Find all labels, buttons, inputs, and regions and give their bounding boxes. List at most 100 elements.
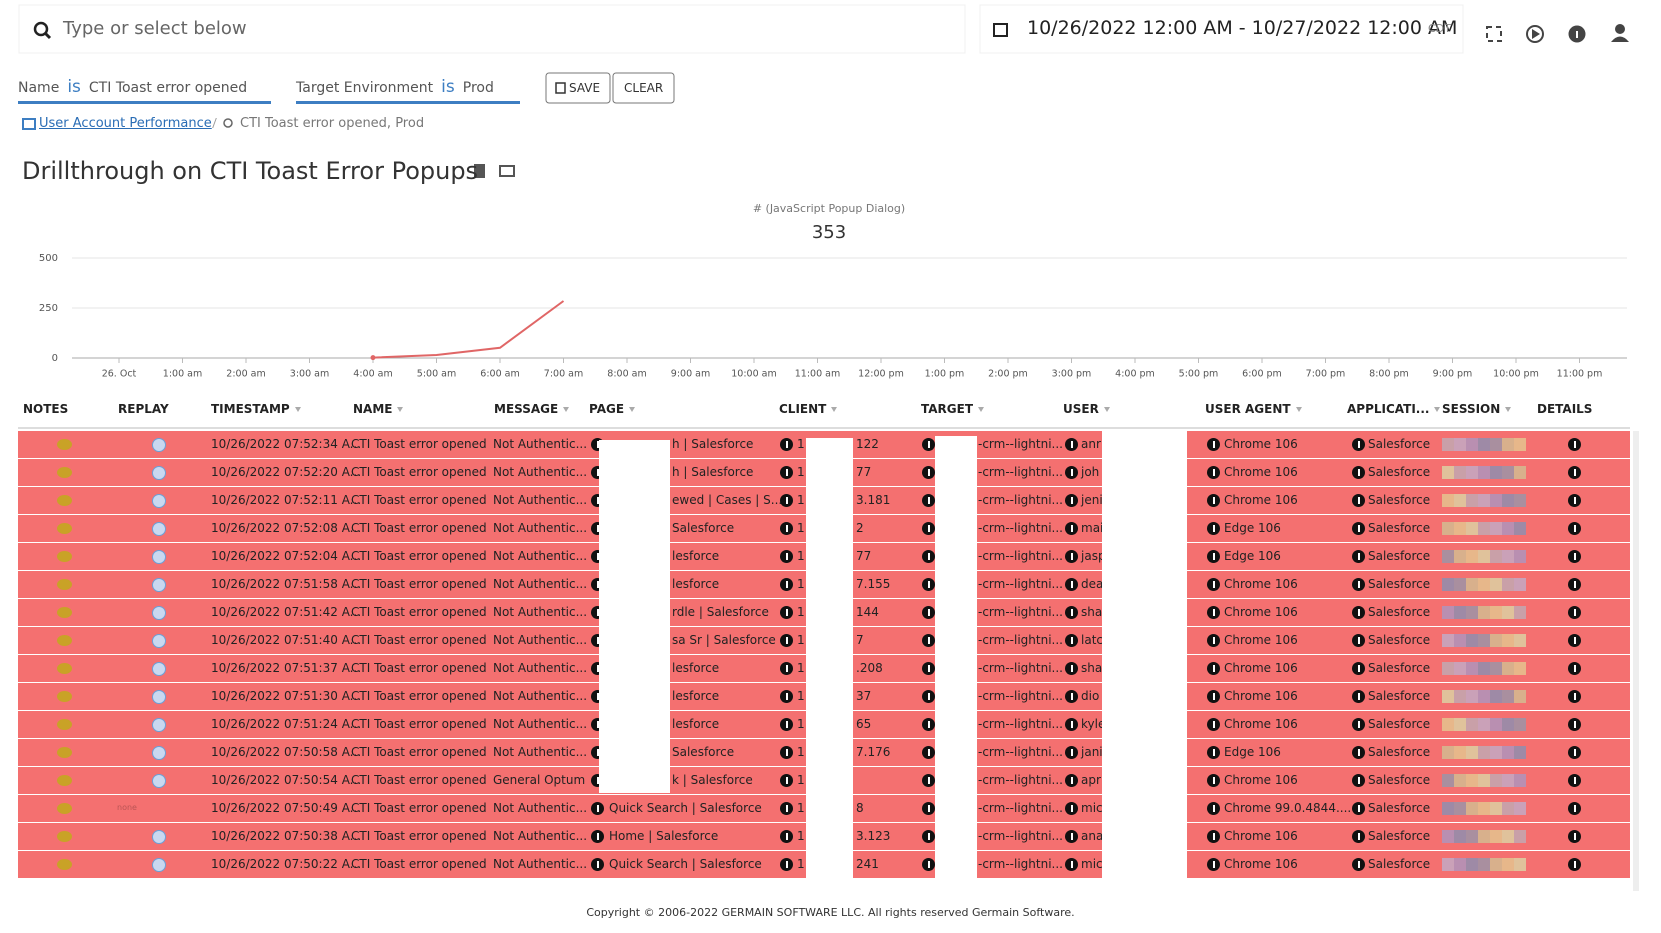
column-header[interactable]: REPLAY	[118, 402, 169, 416]
save-button[interactable]	[545, 72, 611, 104]
column-header[interactable]: TIMESTAMP	[211, 402, 301, 416]
session-block	[1502, 494, 1514, 507]
save-label[interactable]: SAVE	[569, 81, 601, 95]
column-header[interactable]: SESSION	[1442, 402, 1511, 416]
column-header[interactable]: CLIENT	[779, 402, 837, 416]
x-tick-label: 10:00 pm	[1493, 369, 1539, 380]
replay-none: none	[117, 803, 137, 812]
x-tick-label: 3:00 pm	[1052, 369, 1092, 380]
user-icon[interactable]	[1615, 24, 1625, 34]
info-icon	[1568, 690, 1581, 703]
user-agent: Edge 106	[1224, 549, 1281, 563]
client: 77	[856, 549, 872, 563]
date-range[interactable]: 10/26/2022 12:00 AM - 10/27/2022 12:00 A…	[1027, 17, 1458, 39]
x-tick-label: 2:00 am	[226, 369, 265, 380]
filter[interactable]: Name is CTI Toast error opened	[18, 77, 247, 97]
info-icon	[780, 634, 793, 647]
note-icon[interactable]	[57, 719, 72, 730]
user: joh	[1081, 465, 1100, 479]
replay-icon[interactable]	[152, 522, 166, 536]
message: Not Authentic...	[493, 717, 588, 731]
replay-icon[interactable]	[152, 438, 166, 452]
session-block	[1442, 858, 1454, 871]
note-icon[interactable]	[57, 607, 72, 618]
note-icon[interactable]	[57, 523, 72, 534]
session-block	[1442, 802, 1454, 815]
clear-button[interactable]	[612, 72, 675, 104]
column-header[interactable]: NOTES	[23, 402, 69, 416]
column-header[interactable]: PAGE	[589, 402, 635, 416]
note-icon[interactable]	[57, 803, 72, 814]
session-block	[1442, 606, 1454, 619]
search-box[interactable]	[18, 4, 966, 54]
note-icon[interactable]	[57, 439, 72, 450]
replay-icon[interactable]	[152, 578, 166, 592]
replay-icon[interactable]	[152, 774, 166, 788]
session-block	[1442, 662, 1454, 675]
replay-icon[interactable]	[1526, 25, 1544, 43]
client: 7.176	[856, 745, 891, 759]
replay-icon[interactable]	[152, 606, 166, 620]
replay-icon[interactable]	[152, 718, 166, 732]
clear-label[interactable]: CLEAR	[624, 81, 664, 95]
date-box[interactable]	[979, 4, 1464, 54]
session-block	[1514, 718, 1526, 731]
session-block	[1490, 746, 1502, 759]
column-header[interactable]: NAME	[353, 402, 403, 416]
session-block	[1502, 550, 1514, 563]
session-block	[1478, 718, 1490, 731]
note-icon[interactable]	[57, 579, 72, 590]
session-block	[1454, 466, 1466, 479]
session-block	[1454, 718, 1466, 731]
target: -crm--lightni...	[978, 745, 1063, 759]
event-name: CTI Toast error opened	[351, 689, 487, 703]
message: Not Authentic...	[493, 465, 588, 479]
info-icon	[1568, 830, 1581, 843]
note-icon[interactable]	[57, 831, 72, 842]
replay-icon[interactable]	[152, 634, 166, 648]
info-icon	[1568, 718, 1581, 731]
column-header[interactable]: APPLICATI...	[1347, 402, 1440, 416]
column-header[interactable]: TARGET	[921, 402, 984, 416]
note-icon[interactable]	[57, 635, 72, 646]
note-icon[interactable]	[57, 551, 72, 562]
note-icon[interactable]	[57, 495, 72, 506]
note-icon[interactable]	[57, 775, 72, 786]
message: Not Authentic...	[493, 661, 588, 675]
footer: Copyright © 2006-2022 GERMAIN SOFTWARE L…	[586, 906, 1075, 919]
note-icon[interactable]	[57, 663, 72, 674]
session-block	[1502, 606, 1514, 619]
note-icon[interactable]	[57, 691, 72, 702]
note-icon[interactable]	[57, 747, 72, 758]
column-header[interactable]: DETAILS	[1537, 402, 1593, 416]
event-name: CTI Toast error opened	[351, 633, 487, 647]
fullscreen-icon[interactable]	[1486, 26, 1502, 42]
note-icon[interactable]	[57, 859, 72, 870]
replay-icon[interactable]	[152, 550, 166, 564]
breadcrumb-link[interactable]: User Account Performance	[39, 116, 212, 131]
search-placeholder[interactable]: Type or select below	[63, 18, 247, 39]
replay-icon[interactable]	[152, 830, 166, 844]
replay-icon[interactable]	[152, 494, 166, 508]
csv-icon[interactable]	[474, 164, 485, 178]
replay-icon[interactable]	[152, 746, 166, 760]
replay-icon[interactable]	[152, 690, 166, 704]
column-header[interactable]: MESSAGE	[494, 402, 569, 416]
x-tick-label: 10:00 am	[731, 369, 776, 380]
filter[interactable]: Target Environment is Prod	[296, 77, 494, 97]
column-header[interactable]: USER AGENT	[1205, 402, 1302, 416]
info-icon	[1207, 466, 1220, 479]
note-icon[interactable]	[57, 467, 72, 478]
session-block	[1466, 634, 1478, 647]
application: Salesforce	[1368, 689, 1431, 703]
session-block	[1514, 438, 1526, 451]
print-icon[interactable]	[499, 165, 515, 177]
info-icon	[1207, 802, 1220, 815]
redaction	[1102, 431, 1187, 887]
event-name: CTI Toast error opened	[351, 465, 487, 479]
replay-icon[interactable]	[152, 858, 166, 872]
info-icon	[1065, 550, 1078, 563]
column-header[interactable]: USER	[1063, 402, 1110, 416]
replay-icon[interactable]	[152, 466, 166, 480]
replay-icon[interactable]	[152, 662, 166, 676]
